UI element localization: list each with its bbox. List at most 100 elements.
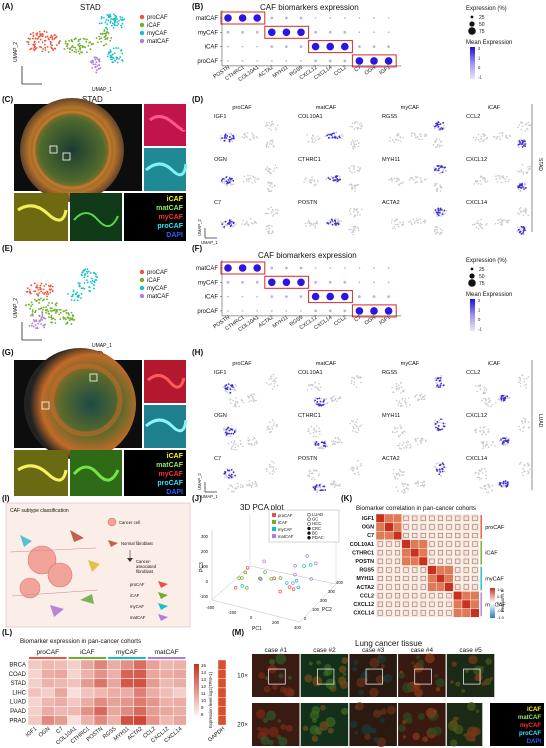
heat-l-title: Biomarker expression in pan-cancer cohor… xyxy=(20,638,141,645)
corr-k-cell xyxy=(401,574,411,584)
feature-d-cell xyxy=(241,223,244,225)
pca-j-point xyxy=(291,587,296,591)
feature-h-cell xyxy=(230,447,233,449)
panel-letter-g: (G) xyxy=(2,348,14,357)
umap-a-point xyxy=(96,65,99,67)
umap-e-point xyxy=(54,308,56,311)
umap-a-point xyxy=(32,48,35,50)
feature-d-cell-high xyxy=(326,134,329,137)
tissue-m-texture xyxy=(377,655,387,664)
feature-h-cell xyxy=(355,425,357,427)
feature-d-cell xyxy=(220,139,222,141)
tissue-m-roi-box xyxy=(268,668,286,685)
feature-d-cell xyxy=(269,184,271,187)
corr-k-cell xyxy=(461,582,471,592)
dotplot-f-legend-mean-tick: -1 xyxy=(478,327,482,332)
feature-d-cell xyxy=(357,122,359,124)
umap-e-point xyxy=(62,316,64,319)
feature-h-cell xyxy=(445,422,447,425)
umap-a-point xyxy=(96,69,98,72)
corr-k-cell xyxy=(453,608,463,618)
umap-e-point xyxy=(38,320,41,323)
umap-a-point xyxy=(36,32,39,35)
feature-h-cell xyxy=(229,435,232,438)
feature-d-cell xyxy=(416,181,419,183)
feature-h-cell xyxy=(406,487,408,489)
feature-h-cell xyxy=(523,465,526,467)
umap-a-point xyxy=(97,67,100,70)
feature-d-cell xyxy=(390,177,393,180)
feature-d-cell-high xyxy=(517,143,520,146)
feature-h-cell-high xyxy=(319,489,322,492)
feature-h-cell xyxy=(255,481,257,483)
feature-h-cell xyxy=(313,489,315,492)
feature-h-cell xyxy=(395,388,398,391)
feature-d-cell xyxy=(399,221,401,224)
heat-l-colorbar xyxy=(194,664,199,716)
corr-k-cell xyxy=(401,591,411,601)
feature-h-cell xyxy=(318,430,321,433)
umap-a-point xyxy=(98,35,101,38)
heat-l-cell xyxy=(133,696,148,707)
feature-d-cell xyxy=(507,219,509,222)
feature-d-cell xyxy=(439,190,442,192)
feature-h-cell xyxy=(484,402,486,404)
umap-a-point xyxy=(109,49,112,51)
feature-h-cell xyxy=(525,377,528,380)
feature-h-cell xyxy=(318,473,320,475)
heat-l-cell xyxy=(80,696,95,707)
feature-d-cell xyxy=(355,126,358,129)
corr-k-cell xyxy=(427,556,437,566)
umap-e-point xyxy=(86,272,89,275)
tissue-m-texture xyxy=(320,705,326,711)
feature-d-cell xyxy=(352,225,355,228)
feature-h-cell xyxy=(421,396,424,398)
umap-e-point xyxy=(48,316,50,318)
corr-k-cell xyxy=(418,522,428,532)
feature-h-cell xyxy=(250,394,253,397)
umap-a-point xyxy=(42,48,44,50)
umap-a-point xyxy=(105,34,108,37)
feature-d-cell xyxy=(438,172,441,175)
heat-l-gapdh-cell xyxy=(217,678,227,689)
umap-a-point xyxy=(106,31,109,34)
umap-e-point xyxy=(39,319,42,321)
feature-d-cell-high xyxy=(226,135,229,137)
corr-k-cell-marker xyxy=(463,584,469,590)
umap-a-point xyxy=(111,56,114,59)
feature-d-cell xyxy=(330,175,333,178)
umap-a-point xyxy=(95,37,98,39)
feature-d-cell xyxy=(271,208,274,211)
feature-d-cell xyxy=(312,135,315,137)
feature-h-cell xyxy=(231,388,234,391)
feature-h-cell-high xyxy=(506,395,509,398)
pca-j-cohort-symbol xyxy=(307,522,311,526)
feature-d-cell xyxy=(257,177,260,180)
umap-e-point xyxy=(42,324,45,327)
feature-d-cell xyxy=(435,228,437,231)
umap-a-point xyxy=(100,17,103,20)
umap-e-point xyxy=(29,314,32,317)
corr-k-cell-marker xyxy=(429,533,435,539)
panel-letter-d: (D) xyxy=(192,95,203,104)
feature-d-cell xyxy=(413,132,416,135)
feature-d-cell-high xyxy=(332,179,335,182)
feature-d-cell xyxy=(520,170,523,173)
feature-h-cell-high xyxy=(507,441,509,444)
corr-k-cell xyxy=(410,574,420,584)
pca-j-xlabel: PC1 xyxy=(252,626,262,632)
feature-h-cell xyxy=(409,443,411,446)
corr-k-cell xyxy=(461,574,471,584)
feature-d-cell xyxy=(352,148,355,150)
feature-d-cell-high xyxy=(337,179,340,182)
feature-h-cell xyxy=(319,433,321,435)
umap-e-point xyxy=(84,272,87,275)
umap-e-point xyxy=(30,305,32,308)
feature-h-cell xyxy=(401,444,404,446)
corr-k-cell-marker xyxy=(403,533,409,539)
if-c-zoom-cyan xyxy=(144,148,186,191)
tissue-m-texture xyxy=(262,717,269,723)
feature-h-gene: CXCL14 xyxy=(466,456,487,462)
feature-d-cell xyxy=(389,136,392,139)
corr-k-cell-marker xyxy=(412,610,418,616)
